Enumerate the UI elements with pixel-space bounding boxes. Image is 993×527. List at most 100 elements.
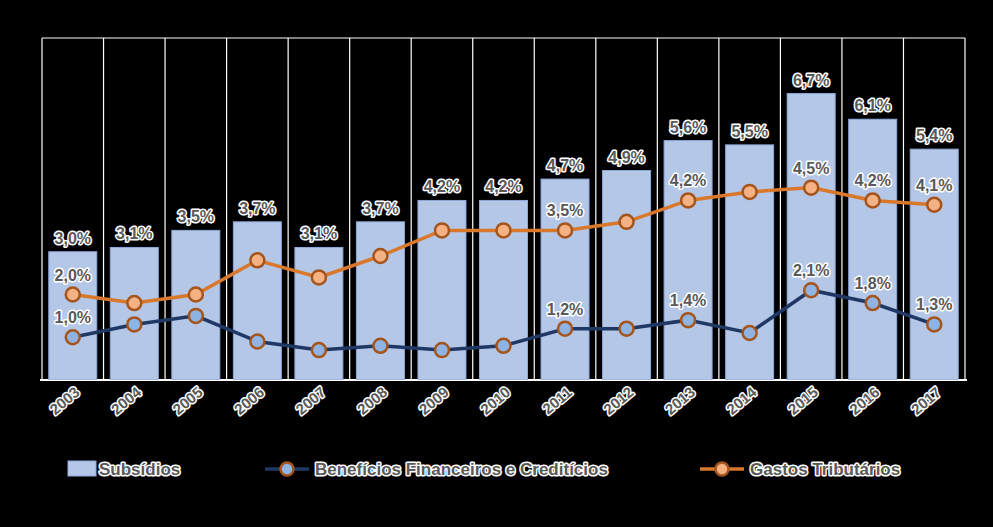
data-label: 2,1% [793,262,829,279]
bar [356,222,404,380]
data-label: 4,5% [793,160,829,177]
marker [866,193,880,207]
marker [250,253,264,267]
marker [66,288,80,302]
x-tick-label: 2006 [231,383,267,417]
category-separator [718,38,719,380]
marker [620,215,634,229]
x-tick-label: 2016 [846,383,882,417]
labels: 3,0%3,1%3,5%3,7%3,1%3,7%4,2%4,2%4,7%4,9%… [46,72,952,418]
marker [927,317,941,331]
x-tick-label: 2012 [600,383,636,417]
bar [295,247,343,380]
category-separator [964,38,965,380]
category-separator [780,38,781,380]
data-label: 1,8% [854,275,890,292]
bar [172,230,220,380]
data-label: 3,5% [547,202,583,219]
data-label: 4,2% [670,172,706,189]
legend-label: Subsídios [99,460,180,479]
data-label: 5,5% [731,123,767,140]
data-label: 2,0% [55,267,91,284]
data-label: 4,2% [854,172,890,189]
data-label: 5,4% [916,127,952,144]
category-separator [534,38,535,380]
x-tick-label: 2014 [723,383,760,418]
data-label: 6,7% [793,72,829,89]
marker [743,185,757,199]
category-separator [472,38,473,380]
line [73,188,934,303]
data-label: 3,5% [178,208,214,225]
category-separator [103,38,104,380]
bar [418,200,466,380]
data-label: 5,6% [670,119,706,136]
x-tick-label: 2008 [354,383,390,417]
marker [312,270,326,284]
data-label: 3,7% [239,200,275,217]
category-separator [657,38,658,380]
x-tick-label: 2010 [477,383,513,417]
category-separator [411,38,412,380]
marker [435,343,449,357]
marker [373,339,387,353]
data-label: 1,3% [916,296,952,313]
legend-label: Benefícios Financeiros e Creditícios [315,460,608,479]
legend-marker [716,463,729,476]
data-label: 4,7% [547,157,583,174]
x-tick-label: 2004 [108,383,145,418]
marker [189,288,203,302]
marker [927,198,941,212]
category-separator [41,38,42,380]
data-label: 1,2% [547,301,583,318]
marker [804,283,818,297]
marker [312,343,326,357]
bar [603,171,651,380]
marker [497,223,511,237]
marker [189,309,203,323]
data-label: 3,7% [362,200,398,217]
data-label: 3,1% [116,225,152,242]
x-tick-label: 2017 [908,383,944,417]
marker [373,249,387,263]
category-separator [288,38,289,380]
category-separator [841,38,842,380]
legend-swatch [68,461,96,476]
marker [497,339,511,353]
marker [66,330,80,344]
x-tick-label: 2003 [46,383,82,417]
data-label: 4,1% [916,177,952,194]
bar [910,149,958,380]
marker [435,223,449,237]
marker [558,322,572,336]
data-label: 4,2% [485,178,521,195]
marker [681,193,695,207]
marker [558,223,572,237]
marker [743,326,757,340]
marker [127,296,141,310]
legend-marker [281,463,294,476]
data-label: 6,1% [854,97,890,114]
category-separator [903,38,904,380]
data-label: 1,0% [55,309,91,326]
range-top [42,37,965,38]
x-tick-label: 2007 [292,383,328,417]
x-tick-label: 2009 [415,383,451,417]
bar [110,247,158,380]
bar [664,141,712,380]
marker [127,317,141,331]
background [0,0,993,527]
data-label: 4,9% [608,149,644,166]
marker [804,181,818,195]
bar [480,200,528,380]
bar [787,94,835,380]
frame [40,38,967,380]
marks [49,94,958,380]
legend-label: Gastos Tributários [750,460,900,479]
marker [620,322,634,336]
chart: 3,0%3,1%3,5%3,7%3,1%3,7%4,2%4,2%4,7%4,9%… [0,0,993,527]
marker [866,296,880,310]
bar [849,119,897,380]
category-separator [164,38,165,380]
x-tick-label: 2005 [169,383,205,417]
